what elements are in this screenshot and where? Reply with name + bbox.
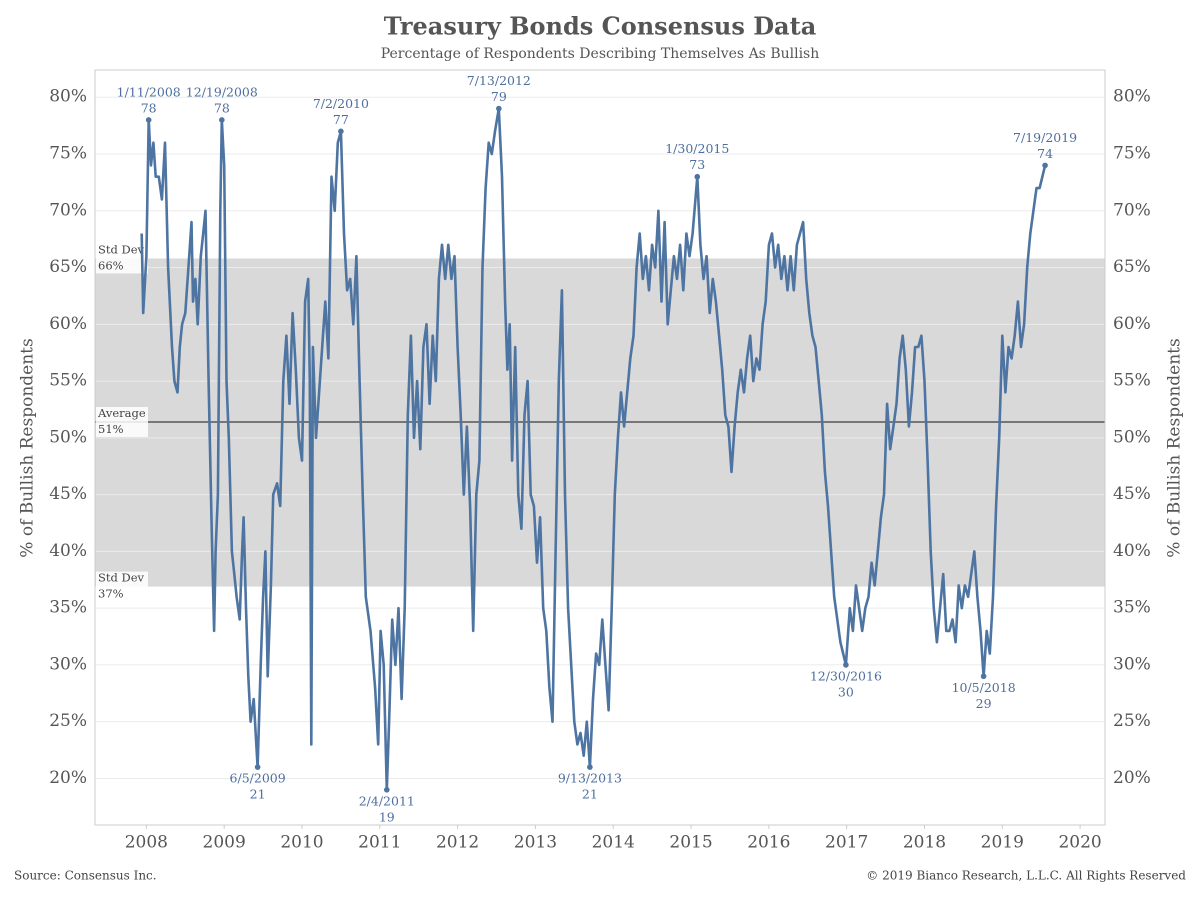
x-tick-label: 2015 — [669, 833, 712, 853]
band-label: 37% — [98, 587, 124, 601]
y-tick-label: 65% — [49, 257, 87, 277]
y-tick-label: 60% — [49, 314, 87, 334]
annotation-value: 78 — [214, 100, 230, 115]
y2-tick-label: 35% — [1113, 598, 1151, 618]
annotation-value: 73 — [689, 157, 705, 172]
annotation-point — [496, 105, 502, 112]
annotation-point — [587, 764, 593, 770]
annotation-date: 7/2/2010 — [313, 96, 369, 111]
annotation-point — [980, 673, 987, 680]
chart-subtitle: Percentage of Respondents Describing The… — [381, 46, 820, 62]
source: Source: Consensus Inc. — [14, 869, 157, 883]
annotation-date: 7/13/2012 — [467, 73, 531, 88]
y-axis-label: % of Bullish Respondents — [18, 338, 38, 557]
band-name: Std Dev — [98, 571, 145, 585]
y-tick-label: 70% — [49, 200, 87, 220]
x-tick-label: 2014 — [592, 833, 635, 853]
y-tick-label: 30% — [49, 654, 87, 674]
band-label: 66% — [98, 258, 124, 272]
annotation-value: 21 — [250, 787, 266, 802]
annotation-point — [254, 764, 261, 770]
band-label-bg — [96, 406, 148, 437]
y-tick-label: 75% — [49, 144, 87, 164]
annotation-value: 77 — [333, 112, 349, 127]
annotation-date: 12/19/2008 — [186, 84, 258, 99]
annotation-date: 9/13/2013 — [558, 771, 622, 786]
y-tick-label: 45% — [49, 484, 87, 504]
annotation-date: 6/5/2009 — [230, 771, 286, 786]
band-label: 51% — [98, 422, 124, 436]
y2-tick-label: 65% — [1113, 257, 1151, 277]
y-tick-label: 40% — [49, 541, 87, 561]
annotation-value: 19 — [379, 809, 395, 824]
band-label-bg — [96, 243, 148, 274]
x-tick-label: 2020 — [1058, 833, 1101, 853]
band-name: Std Dev — [98, 242, 145, 256]
annotation-value: 74 — [1037, 146, 1053, 161]
annotation-date: 2/4/2011 — [359, 793, 415, 808]
y2-tick-label: 20% — [1113, 768, 1151, 788]
y-tick-label: 35% — [49, 598, 87, 618]
annotation-point — [694, 173, 701, 180]
y2-tick-label: 60% — [1113, 314, 1151, 334]
y-tick-label: 25% — [49, 711, 87, 731]
x-tick-label: 2009 — [203, 833, 246, 853]
annotation-date: 12/30/2016 — [810, 668, 882, 683]
annotation-point — [219, 117, 225, 123]
annotation-value: 79 — [491, 89, 507, 104]
copyright: © 2019 Bianco Research, L.L.C. All Right… — [866, 869, 1186, 883]
x-tick-label: 2016 — [747, 833, 790, 853]
band-name: Average — [97, 406, 146, 420]
annotation-point — [383, 787, 390, 793]
y2-axis-label: % of Bullish Respondents — [1165, 338, 1185, 557]
annotation-point — [145, 117, 152, 123]
y2-tick-label: 30% — [1113, 654, 1151, 674]
x-tick-label: 2013 — [514, 833, 557, 853]
x-tick-label: 2017 — [825, 833, 868, 853]
annotation-point — [1042, 162, 1048, 169]
y2-tick-label: 80% — [1113, 87, 1151, 107]
y-tick-label: 20% — [49, 768, 87, 788]
annotation-point — [843, 662, 849, 668]
y2-tick-label: 70% — [1113, 200, 1151, 220]
y2-tick-label: 50% — [1113, 427, 1151, 447]
annotation-value: 78 — [141, 100, 157, 115]
y2-tick-label: 40% — [1113, 541, 1151, 561]
annotation-date: 1/11/2008 — [117, 84, 181, 99]
annotation-date: 10/5/2018 — [952, 680, 1016, 695]
y2-tick-label: 45% — [1113, 484, 1151, 504]
annotation-value: 29 — [976, 696, 992, 711]
band-label-bg — [96, 571, 148, 602]
y2-tick-label: 55% — [1113, 371, 1151, 391]
annotation-point — [338, 128, 344, 135]
y-tick-label: 50% — [49, 427, 87, 447]
x-tick-label: 2011 — [358, 833, 401, 853]
plot-frame — [94, 69, 1106, 826]
annotation-date: 1/30/2015 — [665, 141, 729, 156]
y2-tick-label: 25% — [1113, 711, 1151, 731]
x-tick-label: 2008 — [125, 833, 168, 853]
y-tick-label: 55% — [49, 371, 87, 391]
annotation-value: 30 — [838, 684, 854, 699]
x-tick-label: 2012 — [436, 833, 479, 853]
x-tick-label: 2019 — [981, 833, 1024, 853]
x-tick-label: 2018 — [903, 833, 946, 853]
annotation-value: 21 — [582, 787, 598, 802]
chart-title: Treasury Bonds Consensus Data — [384, 12, 817, 41]
y-tick-label: 80% — [49, 87, 87, 107]
series-line — [140, 107, 1047, 792]
annotation-date: 7/19/2019 — [1013, 130, 1077, 145]
x-tick-label: 2010 — [280, 833, 323, 853]
y2-tick-label: 75% — [1113, 144, 1151, 164]
